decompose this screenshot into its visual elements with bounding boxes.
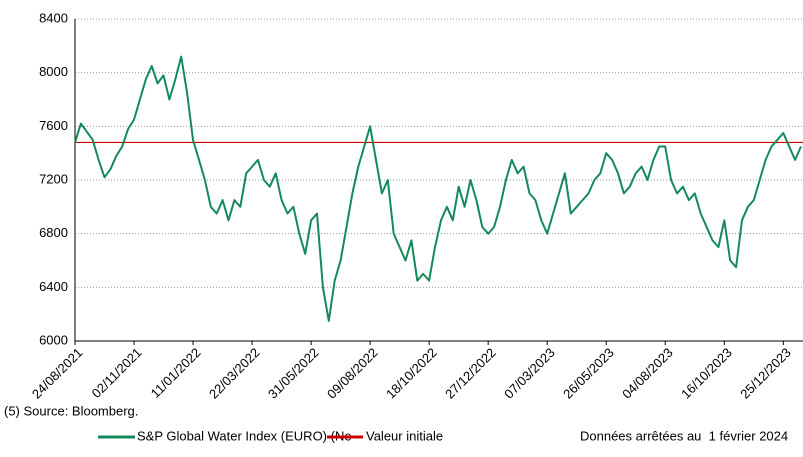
x-tick-label: 04/08/2023 bbox=[619, 345, 676, 402]
series-line bbox=[74, 55, 802, 322]
y-tick-label: 6400 bbox=[39, 279, 68, 294]
x-tick-label: 31/05/2022 bbox=[265, 345, 322, 402]
y-tick-label: 7200 bbox=[39, 171, 68, 186]
x-tick-label: 24/08/2021 bbox=[29, 345, 86, 402]
x-tick-label: 25/12/2023 bbox=[737, 345, 794, 402]
note: Données arrêtées au 1 février 2024 bbox=[580, 428, 788, 443]
x-tick-label: 07/03/2023 bbox=[501, 345, 558, 402]
y-tick-label: 6800 bbox=[39, 225, 68, 240]
x-tick-label: 11/01/2022 bbox=[148, 345, 204, 401]
source: (5) Source: Bloomberg. bbox=[4, 403, 138, 418]
x-tick-label: 16/10/2023 bbox=[678, 345, 735, 402]
legend-label: Valeur initiale bbox=[366, 428, 443, 443]
x-tick-label: 26/05/2023 bbox=[560, 345, 617, 402]
y-tick-label: 8400 bbox=[39, 10, 68, 25]
x-tick-label: 22/03/2022 bbox=[206, 345, 263, 402]
x-tick-label: 02/11/2021 bbox=[89, 345, 145, 401]
y-tick-label: 7600 bbox=[39, 118, 68, 133]
legend-label: S&P Global Water Index (EURO) (Ne bbox=[137, 428, 352, 443]
x-tick-label: 27/12/2022 bbox=[442, 345, 499, 402]
y-tick-label: 6000 bbox=[39, 332, 68, 347]
x-tick-label: 18/10/2022 bbox=[383, 345, 440, 402]
x-tick-label: 09/08/2022 bbox=[324, 345, 381, 402]
y-tick-label: 8000 bbox=[39, 64, 68, 79]
